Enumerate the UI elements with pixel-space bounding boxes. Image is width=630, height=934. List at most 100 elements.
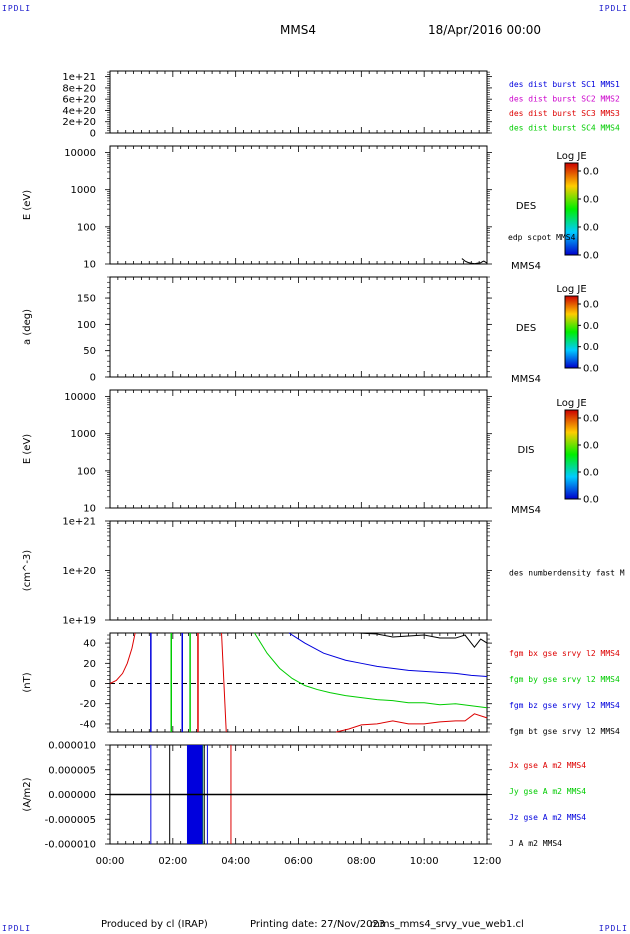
dist_burst-legend-3: des dist burst SC4 MMS4 <box>509 124 620 133</box>
fgm-legend-3: fgm bt gse srvy l2 MMS4 <box>509 727 620 736</box>
dis_energy-ytick-label: 1000 <box>71 429 96 440</box>
x-tick-label: 10:00 <box>410 856 439 867</box>
des_energy-colorbar-label: 0.0 <box>583 251 599 262</box>
dist_burst-legend-1: des dist burst SC2 MMS2 <box>509 95 620 104</box>
density-ytick-label: 1e+19 <box>62 616 96 627</box>
density-frame <box>109 520 488 621</box>
des_pitch-ylabel: a (deg) <box>22 309 33 345</box>
des_pitch-spacecraft-label: MMS4 <box>511 374 541 385</box>
density-ytick-label: 1e+20 <box>62 566 96 577</box>
des_pitch-colorbar-label: 0.0 <box>583 364 599 375</box>
current-legend-0: Jx gse A m2 MMS4 <box>509 761 586 770</box>
dist_burst-ytick-label: 0 <box>90 129 96 140</box>
dis_energy-colorbar-label: 0.0 <box>583 495 599 506</box>
des_energy-frame <box>109 145 488 265</box>
des_pitch-colorbar-label: 0.0 <box>583 321 599 332</box>
dis_energy-ylabel: E (eV) <box>22 434 33 464</box>
dis_energy-instrument-label: DIS <box>518 445 535 456</box>
des_energy-ytick-label: 100 <box>77 222 96 233</box>
plot-date: 18/Apr/2016 00:00 <box>428 23 542 37</box>
fgm-ytick-label: 0 <box>90 679 96 690</box>
density-ylabel: (cm^-3) <box>22 550 33 591</box>
x-tick-label: 06:00 <box>284 856 313 867</box>
corner-mark-bottom-left: IPDLI <box>2 924 32 933</box>
dis_energy-colorbar <box>564 409 579 500</box>
dist_burst-ytick-label: 6e+20 <box>62 95 96 106</box>
dist_burst-legend-2: des dist burst SC3 MMS3 <box>509 109 620 118</box>
density-ytick-label: 1e+21 <box>62 517 96 528</box>
des_pitch-colorbar <box>564 295 579 369</box>
x-tick-label: 00:00 <box>96 856 125 867</box>
footer-producer: Produced by cl (IRAP) <box>101 919 208 930</box>
fgm-ylabel: (nT) <box>22 672 33 692</box>
des_energy-colorbar-label: 0.0 <box>583 195 599 206</box>
des_pitch-instrument-label: DES <box>516 323 536 334</box>
corner-mark-bottom-right: IPDLI <box>598 924 628 933</box>
des_pitch-ytick-label: 150 <box>77 294 96 305</box>
current-ytick-label: 0.000005 <box>48 765 96 776</box>
x-tick-label: 02:00 <box>158 856 187 867</box>
fgm-legend-2: fgm bz gse srvy l2 MMS4 <box>509 701 620 710</box>
des_energy-colorbar-label: 0.0 <box>583 167 599 178</box>
current-ytick-label: -0.000010 <box>45 840 96 851</box>
des_energy-ytick-label: 10 <box>83 260 96 271</box>
fgm-series-0-segment-1 <box>221 632 227 733</box>
current-ytick-label: -0.000005 <box>45 815 96 826</box>
fgm-legend-0: fgm bx gse srvy l2 MMS4 <box>509 649 620 658</box>
current-ylabel: (A/m2) <box>22 777 33 811</box>
dis_energy-ytick-label: 100 <box>77 466 96 477</box>
fgm-series-2-segment-0 <box>288 632 488 677</box>
dist_burst-legend-0: des dist burst SC1 MMS1 <box>509 80 620 89</box>
dist_burst-ytick-label: 8e+20 <box>62 83 96 94</box>
des_energy-scpot-legend: edp scpot MMS4 <box>508 233 576 242</box>
footer-printing-date: Printing date: 27/Nov/2023 <box>250 919 386 930</box>
footer-filename: mms_mms4_srvy_vue_web1.cl <box>370 919 524 930</box>
dis_energy-colorbar-title: Log JE <box>556 398 586 409</box>
des_energy-ytick-label: 10000 <box>64 148 96 159</box>
fgm-series-3-segment-0 <box>358 632 488 648</box>
current-legend-1: Jy gse A m2 MMS4 <box>509 787 586 796</box>
des_pitch-colorbar-label: 0.0 <box>583 300 599 311</box>
des_energy-ylabel: E (eV) <box>22 190 33 220</box>
dis_energy-ytick-label: 10 <box>83 504 96 515</box>
des_energy-instrument-label: DES <box>516 201 536 212</box>
dist_burst-ytick-label: 1e+21 <box>62 72 96 83</box>
fgm-ytick-label: -40 <box>80 719 96 730</box>
des_pitch-ytick-label: 0 <box>90 373 96 384</box>
fgm-series-0-segment-2 <box>336 713 488 733</box>
des_pitch-ytick-label: 50 <box>83 346 96 357</box>
dis_energy-frame <box>109 389 488 509</box>
density-legend: des numberdensity fast M <box>509 569 625 578</box>
dist_burst-ytick-label: 2e+20 <box>62 117 96 128</box>
des_energy-colorbar-label: 0.0 <box>583 223 599 234</box>
x-tick-label: 12:00 <box>473 856 502 867</box>
fgm-ytick-label: 40 <box>83 639 96 650</box>
des_energy-scpot-line <box>461 258 488 265</box>
des_energy-spacecraft-label: MMS4 <box>511 261 541 272</box>
des_energy-ytick-label: 1000 <box>71 185 96 196</box>
fgm-series-1-segment-0 <box>254 632 488 709</box>
dis_energy-ytick-label: 10000 <box>64 392 96 403</box>
dist_burst-ytick-label: 4e+20 <box>62 106 96 117</box>
dist_burst-frame <box>109 70 488 134</box>
x-tick-label: 04:00 <box>221 856 250 867</box>
current-legend-3: J A m2 MMS4 <box>509 839 562 848</box>
des_pitch-frame <box>109 276 488 378</box>
fgm-ytick-label: 20 <box>83 659 96 670</box>
des_energy-colorbar-title: Log JE <box>556 151 586 162</box>
corner-mark-top-left: IPDLI <box>2 4 32 13</box>
current-ytick-label: 0.000010 <box>48 741 96 752</box>
des_pitch-colorbar-title: Log JE <box>556 284 586 295</box>
x-tick-label: 08:00 <box>347 856 376 867</box>
corner-mark-top-right: IPDLI <box>598 4 628 13</box>
des_pitch-ytick-label: 100 <box>77 320 96 331</box>
current-legend-2: Jz gse A m2 MMS4 <box>509 813 586 822</box>
current-ytick-label: 0.000000 <box>48 790 96 801</box>
fgm-series-0-segment-0 <box>109 632 136 684</box>
dis_energy-spacecraft-label: MMS4 <box>511 505 541 516</box>
fgm-ytick-label: -20 <box>80 699 96 710</box>
des_pitch-colorbar-label: 0.0 <box>583 342 599 353</box>
dis_energy-colorbar-label: 0.0 <box>583 414 599 425</box>
dis_energy-colorbar-label: 0.0 <box>583 441 599 452</box>
